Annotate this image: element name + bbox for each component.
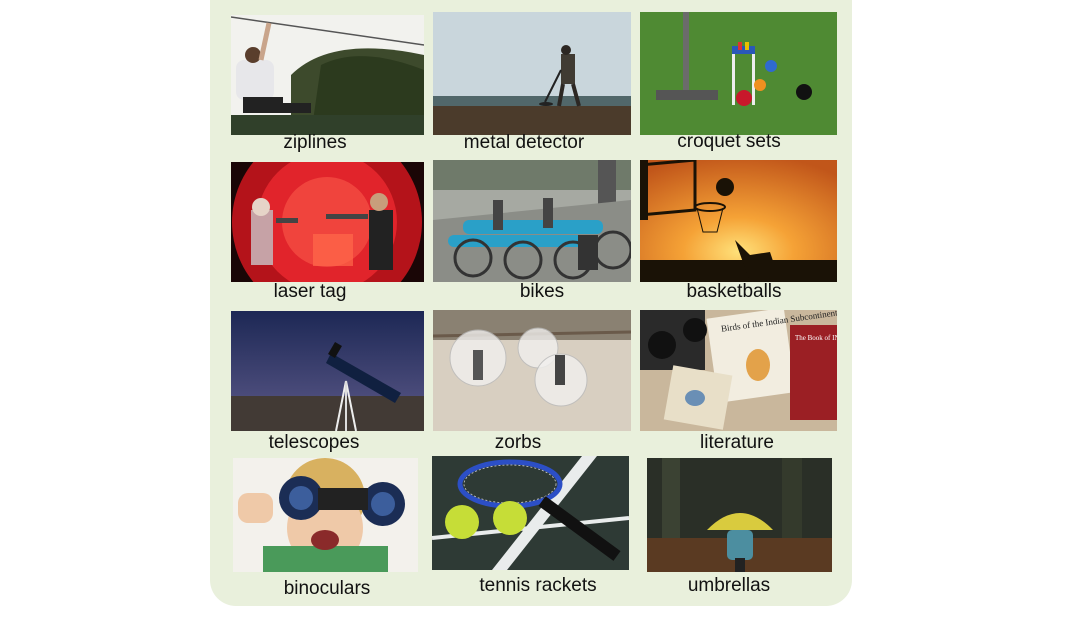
label-umbrellas: umbrellas xyxy=(687,575,771,596)
telescopes-image[interactable] xyxy=(231,311,424,431)
ziplines-image[interactable] xyxy=(231,15,424,135)
zorbs-photo xyxy=(433,310,631,431)
label-zorbs: zorbs xyxy=(494,432,542,453)
binoculars-image[interactable] xyxy=(233,458,418,572)
basketballs-image[interactable] xyxy=(640,160,837,282)
label-literature: literature xyxy=(700,432,774,453)
label-ziplines: ziplines xyxy=(283,132,347,153)
label-telescopes: telescopes xyxy=(268,432,360,453)
basketball-photo xyxy=(640,160,837,282)
metal-detector-image[interactable] xyxy=(433,12,631,135)
label-basketballs: basketballs xyxy=(686,281,782,302)
label-bikes: bikes xyxy=(519,281,565,302)
bikes-photo xyxy=(433,160,631,282)
literature-image[interactable]: Birds of the Indian Subcontinent The Boo… xyxy=(640,310,837,431)
label-laser-tag: laser tag xyxy=(273,281,347,302)
tennis-photo xyxy=(432,456,629,570)
umbrella-photo xyxy=(647,458,832,572)
metal-detector-photo xyxy=(433,12,631,135)
label-tennis-rackets: tennis rackets xyxy=(479,575,597,596)
zipline-photo xyxy=(231,15,424,135)
book-title-indian-birds: The Book of INDIAN BIRDS xyxy=(795,334,837,342)
laser-tag-image[interactable] xyxy=(231,162,424,282)
telescope-photo xyxy=(231,311,424,431)
literature-photo: Birds of the Indian Subcontinent The Boo… xyxy=(640,310,837,431)
binoculars-photo xyxy=(233,458,418,572)
label-binoculars: binoculars xyxy=(283,578,371,599)
tennis-rackets-image[interactable] xyxy=(432,456,629,570)
croquet-photo xyxy=(640,12,837,135)
croquet-sets-image[interactable] xyxy=(640,12,837,135)
bikes-image[interactable] xyxy=(433,160,631,282)
zorbs-image[interactable] xyxy=(433,310,631,431)
laser-tag-photo xyxy=(231,162,424,282)
label-croquet-sets: croquet sets xyxy=(677,131,781,152)
umbrellas-image[interactable] xyxy=(647,458,832,572)
label-metal-detector: metal detector xyxy=(463,132,585,153)
